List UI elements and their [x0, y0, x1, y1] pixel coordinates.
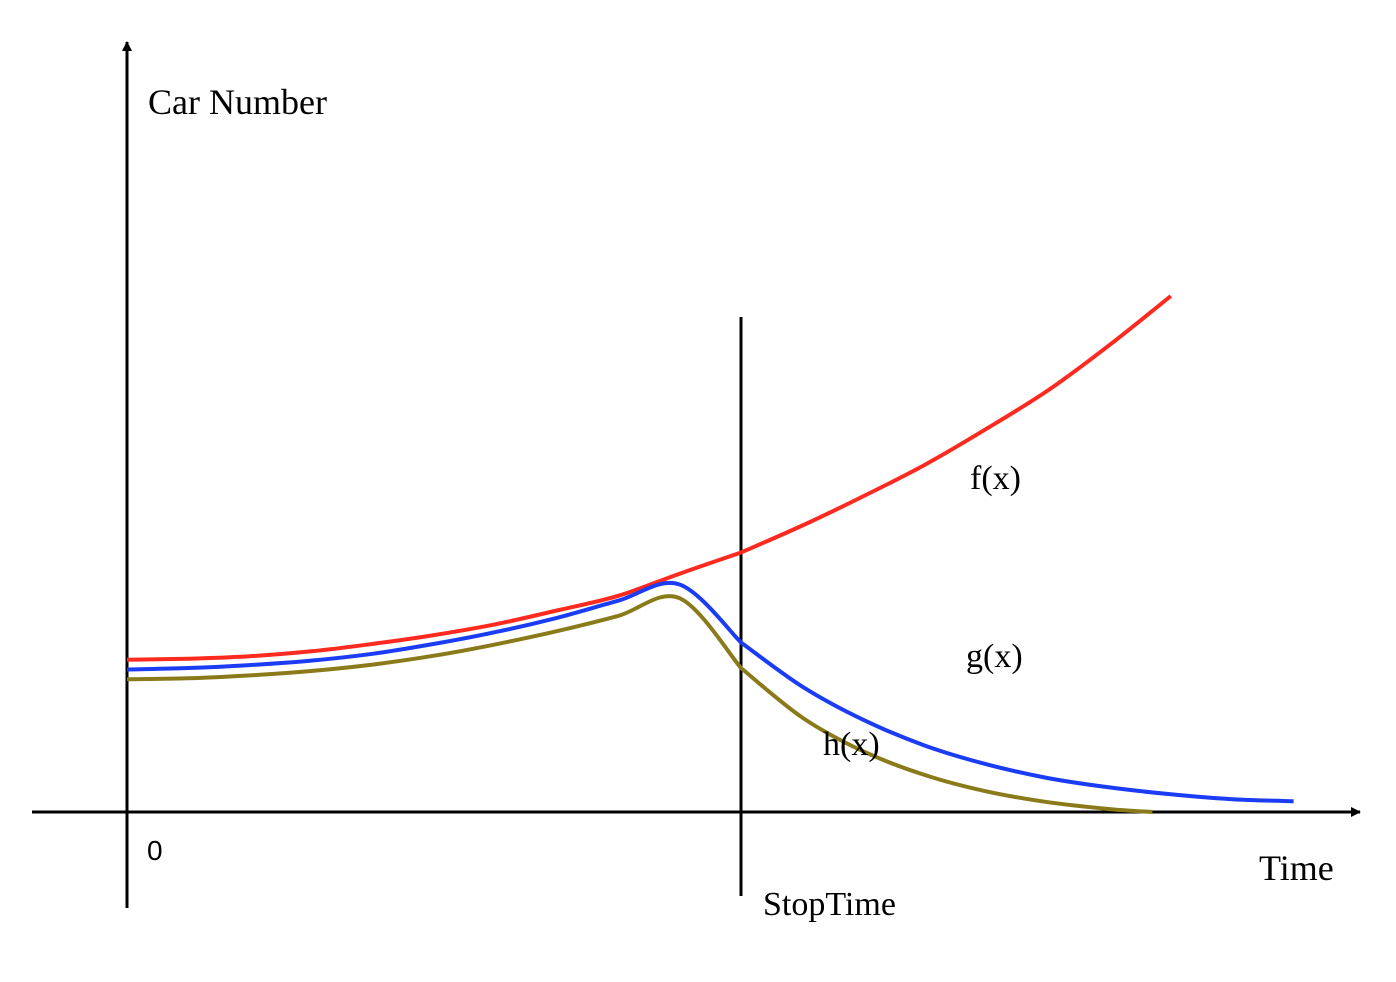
series-line-g	[126, 581, 1294, 804]
x-axis-label: Time	[1259, 848, 1334, 888]
series-label-g: g(x)	[966, 638, 1023, 675]
series-label-f: f(x)	[970, 460, 1021, 497]
series-layer	[126, 294, 1294, 814]
y-axis-label: Car Number	[148, 82, 327, 122]
series-line-h	[126, 594, 1153, 814]
series-line-f	[126, 294, 1173, 662]
origin-label: 0	[147, 835, 163, 866]
series-label-h: h(x)	[823, 726, 880, 763]
stop-time-label: StopTime	[763, 886, 896, 923]
